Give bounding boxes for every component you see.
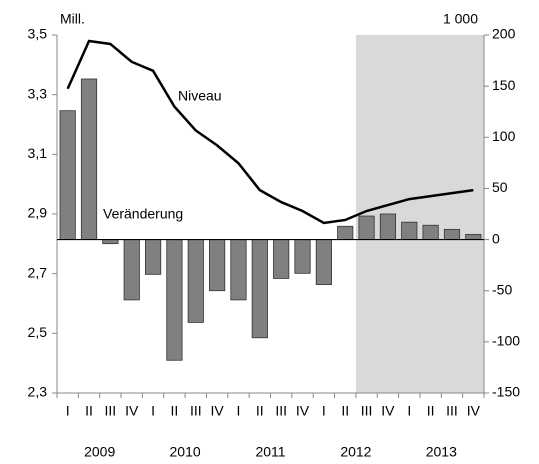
year-label: 2013 <box>426 444 457 460</box>
x-tick-label: IV <box>125 403 139 419</box>
year-label: 2009 <box>84 444 115 460</box>
x-tick-label: I <box>151 403 155 419</box>
left-unit: Mill. <box>60 11 85 27</box>
y2-tick-label: 150 <box>492 77 516 93</box>
bar <box>273 239 290 279</box>
x-tick-label: I <box>322 403 326 419</box>
bar <box>144 239 162 275</box>
bar <box>80 78 98 240</box>
bar <box>230 239 247 301</box>
x-tick-label: III <box>361 403 373 419</box>
line <box>66 39 474 225</box>
x-tick-label: II <box>85 403 93 419</box>
bar <box>59 110 76 240</box>
bar <box>251 239 268 339</box>
y2-tick-label: -100 <box>492 333 520 349</box>
bar <box>102 239 119 245</box>
bar <box>422 224 439 240</box>
x-tick-label: III <box>105 403 117 419</box>
x-tick-label: III <box>190 403 202 419</box>
y-tick-label: 2,5 <box>28 324 48 340</box>
x-tick-label: IV <box>381 403 395 419</box>
y2-tick-label: -150 <box>492 384 520 400</box>
x-tick-label: III <box>446 403 458 419</box>
year-label: 2012 <box>340 444 371 460</box>
x-tick-label: III <box>275 403 287 419</box>
x-tick-label: I <box>237 403 241 419</box>
y-tick-label: 3,5 <box>28 26 48 42</box>
forecast-shade <box>355 35 484 393</box>
x-tick-label: IV <box>211 403 225 419</box>
x-tick-label: I <box>66 403 70 419</box>
y-tick-label: 2,3 <box>28 384 48 400</box>
bar <box>315 239 332 285</box>
right-unit: 1 000 <box>443 11 478 27</box>
y-tick-label: 3,3 <box>28 85 48 101</box>
series-label: Niveau <box>178 88 222 104</box>
y-tick-label: 3,1 <box>28 145 48 161</box>
year-label: 2010 <box>170 444 201 460</box>
x-tick-label: I <box>407 403 411 419</box>
bar <box>401 221 418 240</box>
bar <box>443 228 461 240</box>
bar <box>209 239 226 292</box>
y-tick-label: 2,7 <box>28 264 48 280</box>
x-tick-label: II <box>341 403 349 419</box>
y2-tick-label: 50 <box>492 179 508 195</box>
x-tick-label: II <box>171 403 179 419</box>
y2-tick-label: 200 <box>492 26 516 42</box>
bar <box>123 239 140 301</box>
bar <box>379 213 397 240</box>
bar <box>465 234 482 240</box>
y2-tick-label: -50 <box>492 281 512 297</box>
x-tick-label: IV <box>467 403 481 419</box>
year-label: 2011 <box>255 444 285 460</box>
y-tick-label: 2,9 <box>28 205 48 221</box>
y2-tick-label: 0 <box>492 230 500 246</box>
x-tick-label: II <box>427 403 435 419</box>
bar <box>187 239 204 323</box>
y2-tick-label: 100 <box>492 128 516 144</box>
x-tick-label: IV <box>296 403 310 419</box>
bar <box>294 239 311 274</box>
bar <box>337 225 354 240</box>
bar <box>166 239 183 361</box>
series-label: Veränderung <box>103 206 183 222</box>
bar <box>358 215 375 240</box>
x-tick-label: II <box>256 403 264 419</box>
